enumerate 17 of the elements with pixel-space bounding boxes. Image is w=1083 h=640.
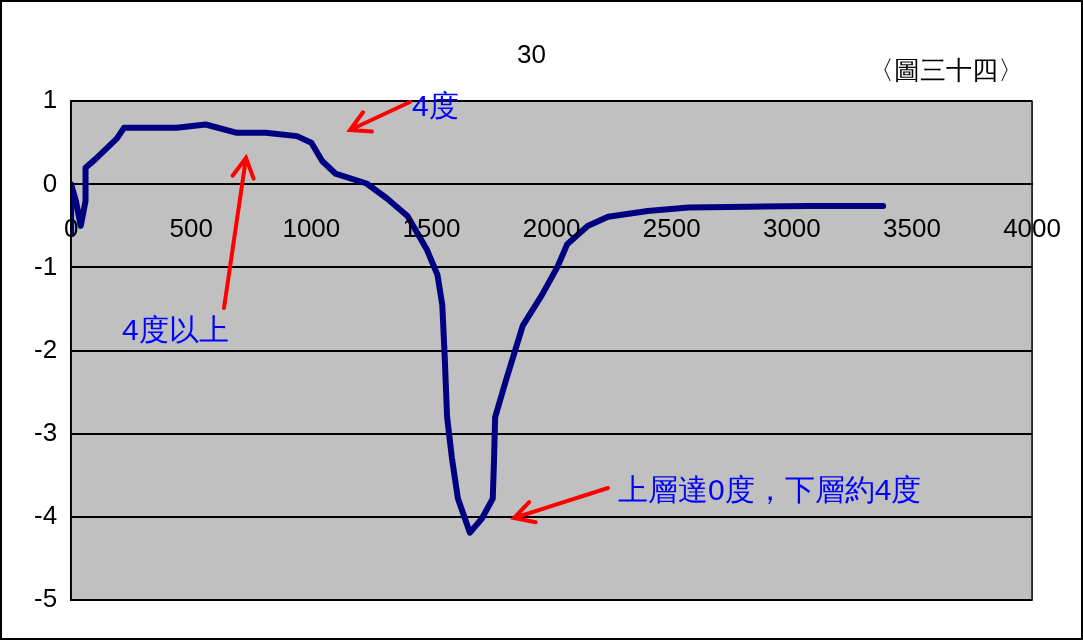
x-tick-label: 500 bbox=[169, 213, 213, 244]
x-tick-label: 1000 bbox=[282, 213, 341, 244]
text: 〈圖三十四〉 bbox=[868, 55, 1024, 87]
x-tick-label: 3500 bbox=[883, 213, 941, 244]
y-tick-label: -1 bbox=[33, 250, 58, 281]
y-tick-label: -2 bbox=[33, 333, 58, 364]
annotation: 上層達0度，下層約4度 bbox=[618, 472, 922, 508]
y-tick-label: 1 bbox=[42, 84, 58, 115]
y-tick-label: -3 bbox=[33, 416, 58, 447]
y-tick-label: 0 bbox=[42, 167, 58, 198]
x-tick-label: 3000 bbox=[762, 213, 821, 244]
x-tick-label: 2500 bbox=[642, 213, 701, 244]
chart-title: 30 bbox=[517, 38, 546, 69]
y-tick-label: -5 bbox=[33, 583, 58, 614]
annotation: 4度以上 bbox=[122, 312, 229, 348]
x-tick-label: 2000 bbox=[522, 213, 581, 244]
y-tick-label: -4 bbox=[33, 500, 58, 531]
